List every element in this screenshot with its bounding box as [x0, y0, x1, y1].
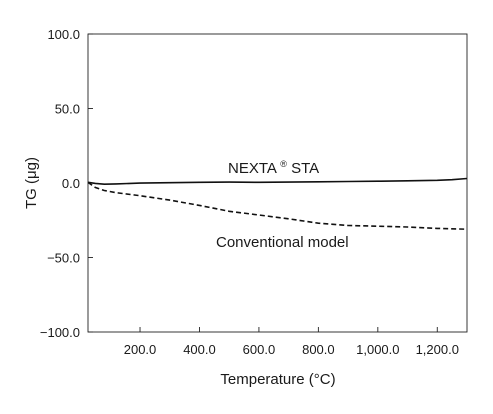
y-tick-label: 0.0 — [62, 176, 80, 191]
series-label-nexta-tail: STA — [291, 160, 319, 177]
y-tick-label: −100.0 — [40, 325, 80, 340]
x-tick-label: 800.0 — [302, 342, 335, 357]
series-layer — [87, 177, 468, 230]
x-tick-label: 1,200.0 — [416, 342, 459, 357]
x-tick-label: 200.0 — [124, 342, 157, 357]
x-tick-label: 1,000.0 — [356, 342, 399, 357]
y-tick-label: 50.0 — [55, 102, 80, 117]
y-tick-label: 100.0 — [47, 27, 80, 42]
y-axis-ticks: 100.0 50.0 0.0 −50.0 −100.0 — [40, 27, 93, 340]
series-label-nexta-registered-mark: ® — [280, 159, 287, 169]
y-axis-label: TG (μg) — [23, 157, 40, 209]
series-label-nexta-main: NEXTA — [228, 160, 277, 177]
x-axis-label: Temperature (°C) — [220, 371, 335, 388]
series-line-conventional-model — [87, 181, 468, 230]
series-label-nexta-sta: NEXTA ® STA — [228, 154, 319, 177]
y-tick-label: −50.0 — [47, 251, 80, 266]
x-axis-ticks: 200.0 400.0 600.0 800.0 1,000.0 1,200.0 — [124, 327, 459, 357]
x-tick-label: 400.0 — [183, 342, 216, 357]
series-line-nexta-sta — [87, 177, 468, 185]
x-tick-label: 600.0 — [243, 342, 276, 357]
series-label-conventional-model: Conventional model — [216, 234, 349, 251]
